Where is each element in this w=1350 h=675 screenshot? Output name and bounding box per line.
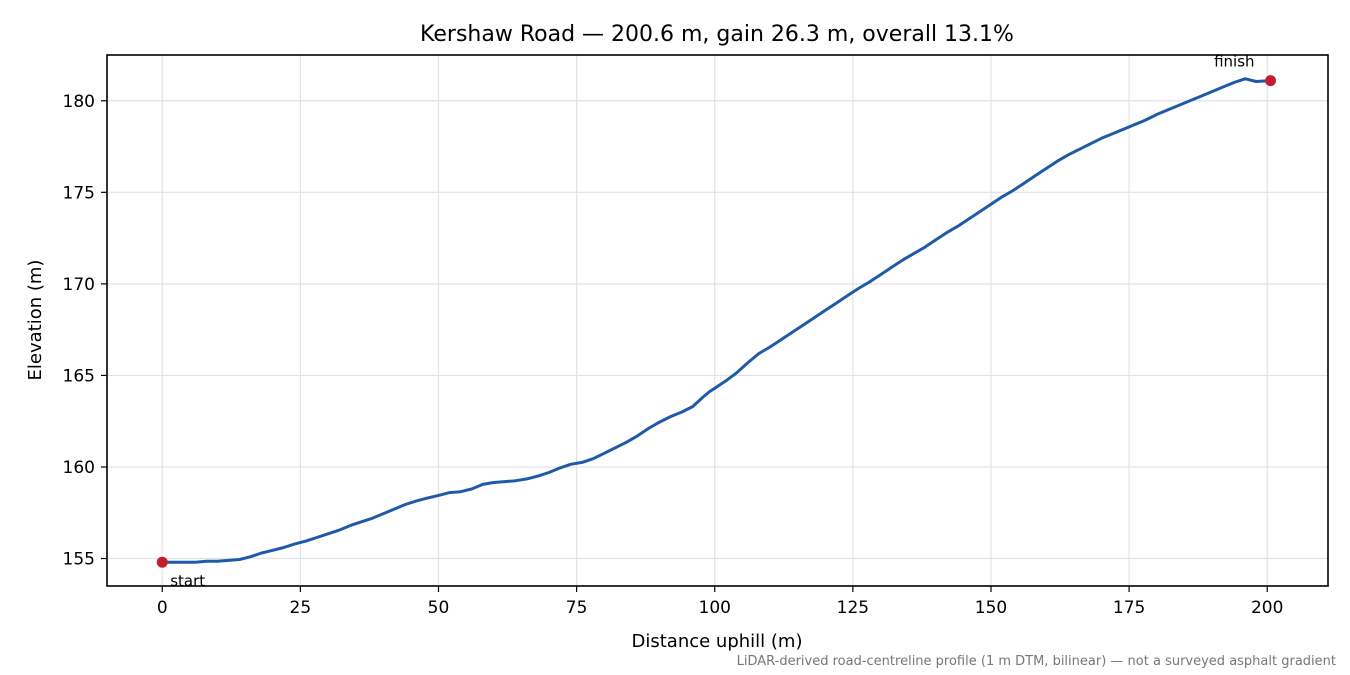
y-tick-label: 160 bbox=[63, 458, 95, 478]
y-tick-label: 165 bbox=[63, 366, 95, 386]
marker-layer: start finish bbox=[156, 53, 1277, 590]
finish-point bbox=[1265, 75, 1277, 87]
x-tick-label: 200 bbox=[1251, 598, 1283, 618]
x-tick-label: 150 bbox=[975, 598, 1007, 618]
x-tick-label: 100 bbox=[699, 598, 731, 618]
plot-frame bbox=[106, 54, 1329, 587]
x-tick-label: 50 bbox=[428, 598, 450, 618]
grid-layer bbox=[107, 55, 1328, 586]
x-tick-label: 175 bbox=[1113, 598, 1145, 618]
x-tick-label: 25 bbox=[290, 598, 312, 618]
finish-label: finish bbox=[1214, 53, 1254, 71]
y-ticks: 155 160 165 170 175 180 bbox=[63, 92, 107, 570]
plot-area bbox=[106, 54, 1329, 587]
y-tick-label: 175 bbox=[63, 183, 95, 203]
y-axis-label: Elevation (m) bbox=[25, 260, 46, 381]
y-tick-label: 155 bbox=[63, 550, 95, 570]
x-axis-label: Distance uphill (m) bbox=[632, 631, 803, 652]
series-layer bbox=[160, 77, 1272, 564]
elevation-line bbox=[160, 77, 1272, 564]
start-point bbox=[156, 556, 168, 568]
x-tick-label: 0 bbox=[157, 598, 168, 618]
x-tick-label: 75 bbox=[566, 598, 588, 618]
y-tick-label: 180 bbox=[63, 92, 95, 112]
footnote: LiDAR-derived road-centreline profile (1… bbox=[737, 654, 1336, 669]
y-tick-label: 170 bbox=[63, 275, 95, 295]
x-ticks: 0 25 50 75 100 125 150 175 200 bbox=[157, 586, 1283, 618]
start-label: start bbox=[170, 572, 205, 590]
chart-title: Kershaw Road — 200.6 m, gain 26.3 m, ove… bbox=[420, 22, 1014, 47]
x-tick-label: 125 bbox=[837, 598, 869, 618]
